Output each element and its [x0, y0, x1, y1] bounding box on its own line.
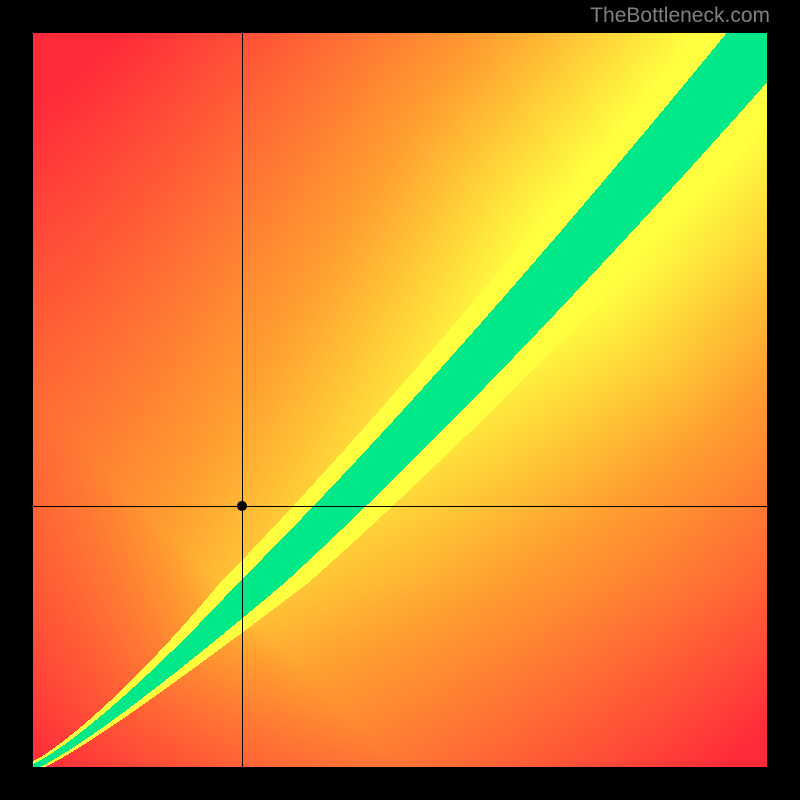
chart-container: TheBottleneck.com	[0, 0, 800, 800]
heatmap-plot-area	[33, 33, 767, 767]
watermark-text: TheBottleneck.com	[590, 4, 770, 28]
heatmap-canvas	[33, 33, 767, 767]
